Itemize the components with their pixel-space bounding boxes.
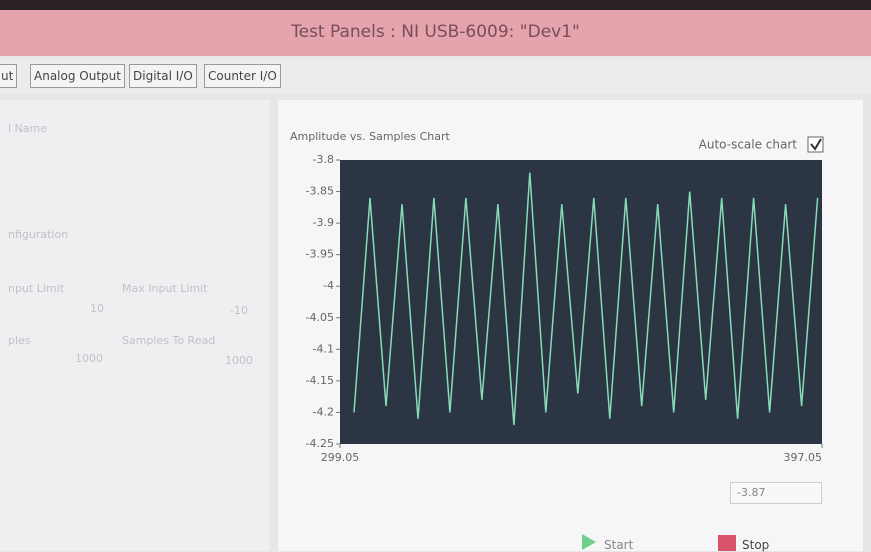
y-tick-label: -3.85	[306, 185, 334, 198]
y-tick-label: -3.8	[313, 153, 334, 166]
y-tick-label: -3.95	[306, 248, 334, 261]
y-tick-label: -4.15	[306, 374, 334, 387]
auto-scale-label: Auto-scale chart	[699, 138, 798, 152]
x-tick-label: 397.05	[784, 451, 823, 464]
x-tick-label: 299.05	[321, 451, 360, 464]
y-tick-label: -4.2	[313, 405, 334, 418]
chart-title: Amplitude vs. Samples Chart	[290, 130, 450, 143]
screen: Test Panels : NI USB-6009: "Dev1" ut Ana…	[0, 0, 871, 551]
y-tick-label: -4.1	[313, 342, 334, 355]
chart: Amplitude vs. Samples Chart Auto-scale c…	[0, 0, 871, 551]
y-tick-label: -3.9	[313, 216, 334, 229]
y-tick-label: -4	[323, 279, 334, 292]
plot-area	[340, 160, 822, 444]
y-tick-label: -4.05	[306, 311, 334, 324]
y-tick-label: -4.25	[306, 437, 334, 450]
